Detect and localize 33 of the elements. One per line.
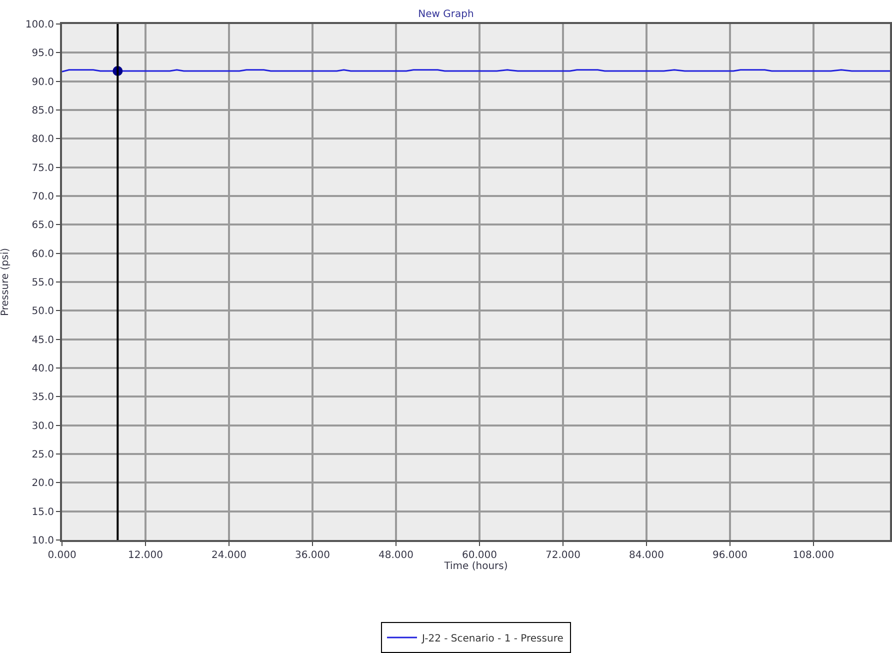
x-tick-label: 48.000: [378, 550, 414, 561]
y-tick-label: 40.0: [32, 364, 54, 374]
y-tick-label: 50.0: [32, 306, 54, 318]
x-tick-label: 60.000: [462, 550, 497, 561]
y-tick-label: 45.0: [32, 334, 54, 346]
y-tick-label: 75.0: [32, 162, 54, 174]
y-tick-label: 90.0: [32, 76, 54, 88]
y-tick-label: 65.0: [32, 220, 54, 232]
x-tick-label: 0.000: [48, 550, 76, 561]
y-tick-label: 20.0: [32, 478, 54, 490]
y-tick-label: 55.0: [32, 278, 54, 288]
y-tick-label: 10.0: [32, 536, 54, 546]
x-tick-label: 84.000: [628, 550, 664, 561]
y-tick-label: 80.0: [32, 134, 54, 146]
x-tick-label: 72.000: [545, 550, 580, 561]
y-tick-label: 85.0: [32, 106, 54, 116]
y-tick-label: 95.0: [32, 48, 54, 60]
x-tick-label: 108.000: [792, 550, 834, 561]
y-axis-title: Pressure (psi): [0, 248, 11, 316]
x-axis-title: Time (hours): [443, 561, 508, 572]
x-tick-label: 96.000: [712, 550, 748, 561]
y-tick-label: 30.0: [32, 420, 54, 432]
y-tick-label: 70.0: [32, 192, 54, 202]
y-tick-label: 25.0: [32, 450, 54, 460]
y-tick-label: 60.0: [32, 248, 54, 260]
y-tick-label: 100.0: [25, 20, 54, 30]
x-tick-label: 36.000: [294, 550, 330, 561]
chart-title: New Graph: [418, 8, 474, 20]
x-tick-label: 12.000: [128, 550, 163, 561]
y-tick-label: 15.0: [32, 506, 54, 518]
legend-label: J-22 - Scenario - 1 - Pressure: [421, 633, 564, 644]
x-tick-label: 24.000: [211, 550, 246, 561]
y-tick-label: 35.0: [32, 392, 54, 404]
